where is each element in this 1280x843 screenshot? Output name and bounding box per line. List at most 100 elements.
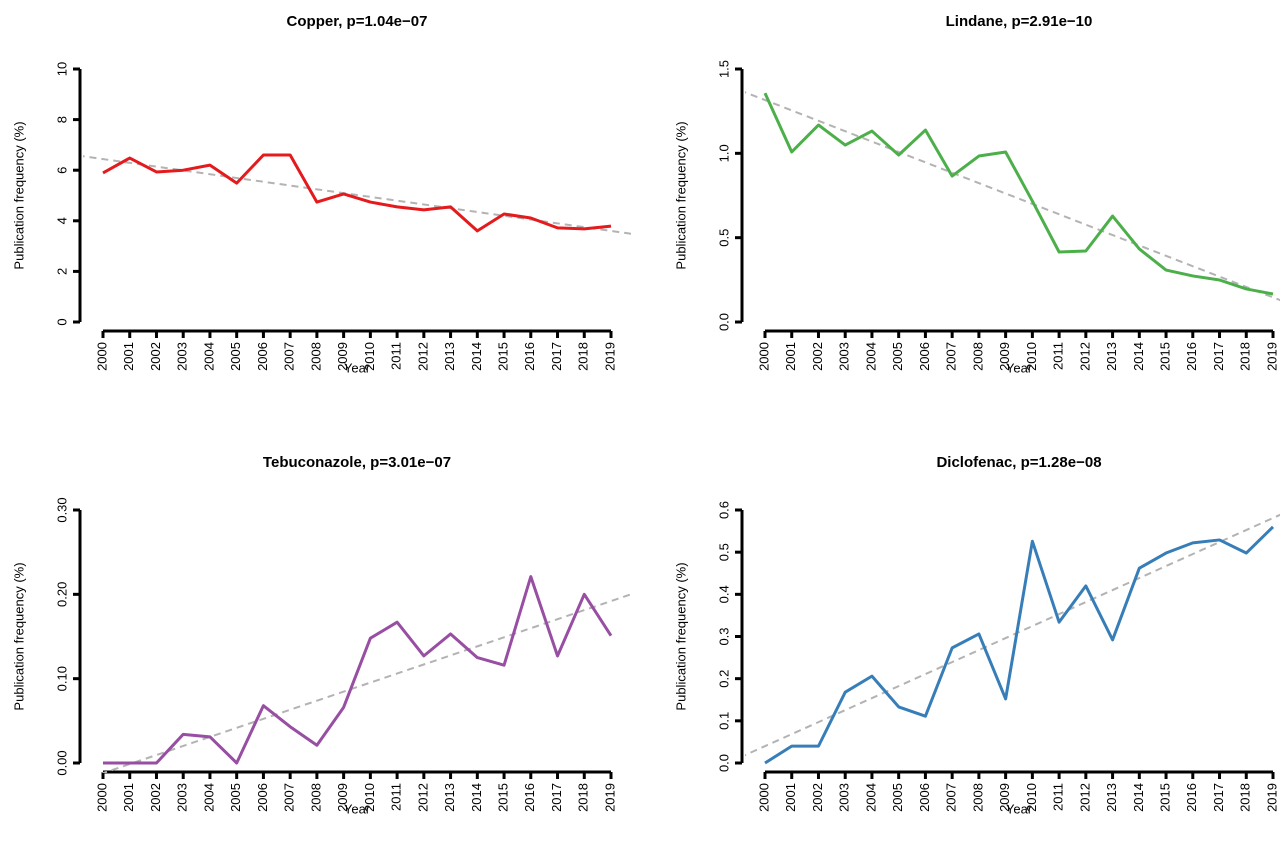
x-tick-label: 2003 bbox=[837, 783, 852, 812]
x-tick-label: 2018 bbox=[576, 342, 591, 371]
y-tick-label: 0.0 bbox=[716, 754, 731, 772]
trend-line bbox=[745, 513, 1280, 757]
y-tick-label: 0.1 bbox=[716, 712, 731, 730]
x-tick-label: 2015 bbox=[495, 342, 510, 371]
x-tick-label: 2013 bbox=[442, 342, 457, 371]
x-tick-label: 2007 bbox=[282, 783, 297, 812]
y-tick-label: 0.00 bbox=[54, 750, 69, 775]
x-tick-label: 2005 bbox=[890, 342, 905, 371]
x-tick-label: 2000 bbox=[756, 342, 771, 371]
x-tick-label: 2004 bbox=[863, 783, 878, 812]
trend-line bbox=[100, 593, 631, 773]
x-tick-label: 2006 bbox=[917, 783, 932, 812]
y-tick-label: 0.10 bbox=[54, 666, 69, 691]
y-tick-label: 0.4 bbox=[716, 585, 731, 603]
x-tick-label: 2001 bbox=[783, 783, 798, 812]
x-tick-label: 2011 bbox=[389, 342, 404, 370]
panel: Copper, p=1.04e−07 Year Publication freque… bbox=[11, 13, 631, 375]
x-tick-label: 2001 bbox=[121, 342, 136, 371]
x-tick-label: 2011 bbox=[1051, 342, 1066, 370]
x-tick-label: 2010 bbox=[1024, 783, 1039, 812]
x-tick-label: 2015 bbox=[1157, 342, 1172, 371]
panel: Diclofenac, p=1.28e−08 Year Publication fr… bbox=[673, 454, 1280, 816]
x-tick-label: 2013 bbox=[1104, 342, 1119, 371]
x-tick-label: 2004 bbox=[201, 783, 216, 812]
x-tick-label: 2011 bbox=[1051, 783, 1066, 811]
x-tick-label: 2006 bbox=[255, 342, 270, 371]
y-axis-label: Publication frequency (%) bbox=[11, 121, 26, 269]
y-tick-label: 1.5 bbox=[716, 60, 731, 78]
x-tick-label: 2019 bbox=[1264, 342, 1279, 371]
chart-title: Diclofenac, p=1.28e−08 bbox=[936, 454, 1101, 471]
y-tick-label: 6 bbox=[54, 167, 69, 174]
y-tick-label: 0.5 bbox=[716, 229, 731, 247]
x-tick-label: 2014 bbox=[1131, 342, 1146, 371]
x-tick-label: 2010 bbox=[362, 342, 377, 371]
x-tick-label: 2008 bbox=[970, 342, 985, 371]
x-tick-label: 2012 bbox=[1077, 342, 1092, 371]
y-tick-label: 0.3 bbox=[716, 627, 731, 645]
x-tick-label: 2001 bbox=[783, 342, 798, 371]
y-tick-label: 0.6 bbox=[716, 501, 731, 519]
y-axis-label: Publication frequency (%) bbox=[673, 562, 688, 710]
x-tick-label: 2007 bbox=[944, 342, 959, 371]
x-tick-label: 2012 bbox=[415, 783, 430, 812]
x-tick-label: 2009 bbox=[997, 783, 1012, 812]
x-tick-label: 2015 bbox=[495, 783, 510, 812]
y-tick-label: 0 bbox=[54, 318, 69, 325]
x-tick-label: 2014 bbox=[1131, 783, 1146, 812]
x-tick-label: 2011 bbox=[389, 783, 404, 811]
x-tick-label: 2013 bbox=[442, 783, 457, 812]
x-tick-label: 2012 bbox=[1077, 783, 1092, 812]
x-tick-label: 2002 bbox=[810, 783, 825, 812]
x-tick-label: 2008 bbox=[308, 783, 323, 812]
x-tick-label: 2005 bbox=[228, 783, 243, 812]
y-tick-label: 2 bbox=[54, 268, 69, 275]
x-tick-label: 2019 bbox=[1264, 783, 1279, 812]
x-tick-label: 2000 bbox=[756, 783, 771, 812]
x-tick-label: 2005 bbox=[228, 342, 243, 371]
x-tick-label: 2003 bbox=[175, 783, 190, 812]
data-line bbox=[763, 92, 1274, 296]
data-line bbox=[102, 153, 612, 233]
x-tick-label: 2002 bbox=[148, 783, 163, 812]
y-tick-label: 0.5 bbox=[716, 543, 731, 561]
y-tick-label: 0.30 bbox=[54, 497, 69, 522]
panel: Tebuconazole, p=3.01e−07 Year Publication … bbox=[11, 454, 631, 816]
x-tick-label: 2001 bbox=[121, 783, 136, 812]
x-tick-label: 2016 bbox=[522, 783, 537, 812]
x-tick-label: 2005 bbox=[890, 783, 905, 812]
x-tick-label: 2008 bbox=[970, 783, 985, 812]
x-tick-label: 2003 bbox=[837, 342, 852, 371]
y-axis-label: Publication frequency (%) bbox=[11, 562, 26, 710]
x-tick-label: 2010 bbox=[1024, 342, 1039, 371]
x-tick-label: 2016 bbox=[1184, 783, 1199, 812]
y-tick-label: 10 bbox=[54, 62, 69, 76]
y-tick-label: 0.20 bbox=[54, 582, 69, 607]
x-tick-label: 2016 bbox=[1184, 342, 1199, 371]
x-tick-label: 2004 bbox=[863, 342, 878, 371]
x-tick-label: 2003 bbox=[175, 342, 190, 371]
data-line bbox=[764, 525, 1275, 765]
x-tick-label: 2015 bbox=[1157, 783, 1172, 812]
x-tick-label: 2009 bbox=[335, 342, 350, 371]
x-tick-label: 2009 bbox=[335, 783, 350, 812]
x-axis-label: Year bbox=[1006, 360, 1033, 375]
x-tick-label: 2000 bbox=[94, 342, 109, 371]
x-tick-label: 2017 bbox=[1211, 342, 1226, 371]
panel: Lindane, p=2.91e−10 Year Publication frequ… bbox=[673, 13, 1280, 375]
x-tick-label: 2018 bbox=[1238, 783, 1253, 812]
x-tick-label: 2002 bbox=[148, 342, 163, 371]
x-axis-label: Year bbox=[1006, 801, 1033, 816]
x-tick-label: 2000 bbox=[94, 783, 109, 812]
x-axis-label: Year bbox=[344, 360, 371, 375]
y-tick-label: 8 bbox=[54, 116, 69, 123]
x-tick-label: 2017 bbox=[549, 342, 564, 371]
x-tick-label: 2016 bbox=[522, 342, 537, 371]
x-axis-label: Year bbox=[344, 801, 371, 816]
x-tick-label: 2014 bbox=[469, 342, 484, 371]
x-tick-label: 2007 bbox=[944, 783, 959, 812]
chart-title: Tebuconazole, p=3.01e−07 bbox=[263, 454, 451, 471]
x-tick-label: 2018 bbox=[1238, 342, 1253, 371]
